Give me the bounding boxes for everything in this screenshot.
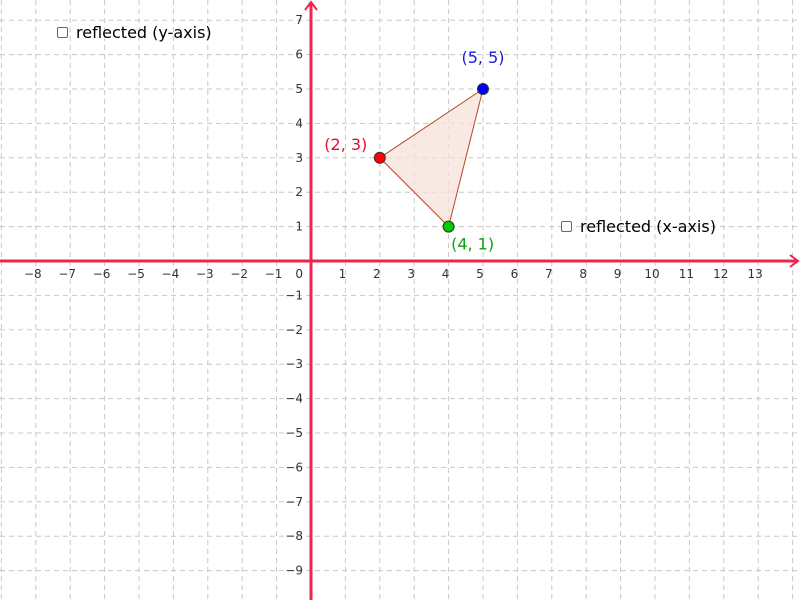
point-label-2: (4, 1): [451, 235, 494, 254]
checkbox-icon[interactable]: [561, 221, 572, 232]
x-tick-label: −5: [127, 267, 145, 281]
y-tick-label: −7: [285, 495, 303, 509]
x-tick-label: 11: [679, 267, 694, 281]
y-tick-label: 5: [295, 82, 303, 96]
reflect-y-label: reflected (y-axis): [76, 23, 212, 42]
y-tick-label: 4: [295, 116, 303, 130]
x-axis-arrow-icon: [789, 254, 800, 268]
x-tick-label: 12: [713, 267, 728, 281]
y-tick-label: −5: [285, 426, 303, 440]
triangle[interactable]: [379, 87, 484, 228]
tick-labels: −8 −7 −6 −5 −4 −3 −2 −1 1 2 3 4 5 6 7 8 9 10 11 12 137654321…: [24, 13, 763, 577]
x-tick-label: −2: [230, 267, 248, 281]
y-tick-label: 1: [295, 220, 303, 234]
x-tick-label: 13: [748, 267, 763, 281]
point-label-1: (5, 5): [461, 48, 504, 67]
y-tick-label: 7: [295, 13, 303, 27]
x-tick-label: −1: [265, 267, 283, 281]
point-0[interactable]: [373, 151, 386, 164]
x-tick-label: −3: [196, 267, 214, 281]
x-tick-label: −8: [24, 267, 42, 281]
y-tick-label: −8: [285, 529, 303, 543]
origin-label: 0: [295, 267, 303, 281]
points[interactable]: (2, 3) (5, 5) (4, 1): [324, 48, 504, 254]
x-tick-label: 2: [373, 267, 381, 281]
y-tick-label: 2: [295, 185, 303, 199]
y-tick-label: −1: [285, 288, 303, 302]
x-tick-label: 9: [614, 267, 622, 281]
y-tick-label: 3: [295, 151, 303, 165]
y-axis-arrow-icon: [304, 0, 318, 11]
x-tick-label: −6: [93, 267, 111, 281]
point-1[interactable]: [477, 83, 489, 95]
point-2[interactable]: [442, 220, 455, 233]
y-tick-label: −9: [285, 564, 303, 578]
x-tick-label: 4: [442, 267, 450, 281]
x-tick-label: 3: [407, 267, 415, 281]
y-tick-label: −2: [285, 323, 303, 337]
x-tick-label: 10: [644, 267, 659, 281]
checkbox-icon[interactable]: [57, 27, 68, 38]
x-tick-label: 5: [476, 267, 484, 281]
x-tick-label: 6: [511, 267, 519, 281]
reflect-y-checkbox[interactable]: reflected (y-axis): [57, 23, 212, 42]
reflect-x-label: reflected (x-axis): [580, 217, 716, 236]
point-label-0: (2, 3): [324, 135, 367, 154]
x-tick-label: 1: [339, 267, 347, 281]
y-tick-label: −6: [285, 460, 303, 474]
y-tick-label: 6: [295, 48, 303, 62]
x-tick-label: 8: [579, 267, 587, 281]
x-tick-label: −4: [162, 267, 180, 281]
x-tick-label: 7: [545, 267, 553, 281]
reflect-x-checkbox[interactable]: reflected (x-axis): [561, 217, 716, 236]
y-tick-label: −3: [285, 357, 303, 371]
y-tick-label: −4: [285, 392, 303, 406]
x-tick-label: −7: [58, 267, 76, 281]
